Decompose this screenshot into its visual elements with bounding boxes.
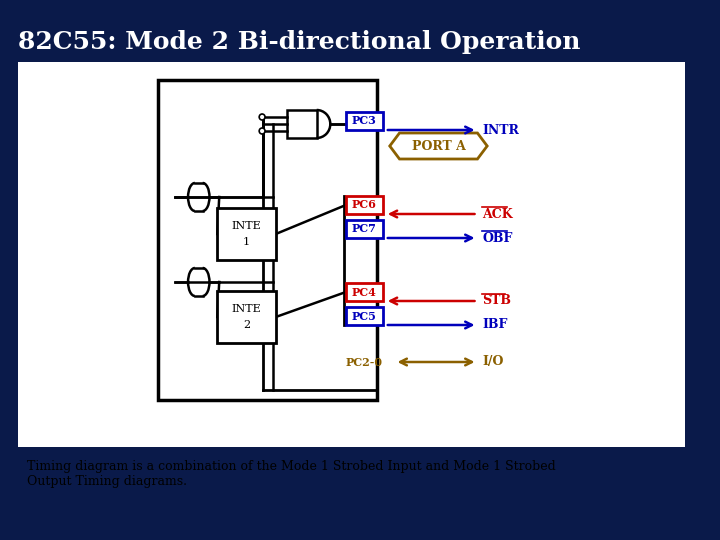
Text: I/O: I/O <box>482 355 504 368</box>
Text: STB: STB <box>482 294 511 307</box>
Bar <box>346 283 383 301</box>
Text: PORT A: PORT A <box>412 139 465 152</box>
Text: 1: 1 <box>243 237 250 247</box>
Text: PC3: PC3 <box>352 116 377 126</box>
Text: PC4: PC4 <box>352 287 377 298</box>
Text: OBF: OBF <box>482 232 513 245</box>
Text: INTR: INTR <box>482 124 519 137</box>
Text: ACK: ACK <box>482 207 513 220</box>
Circle shape <box>259 114 265 120</box>
Polygon shape <box>390 133 487 159</box>
Bar <box>158 80 377 400</box>
Bar <box>217 208 276 260</box>
Text: PC2-0: PC2-0 <box>346 356 383 368</box>
Bar <box>217 291 276 343</box>
Text: PC5: PC5 <box>352 310 377 321</box>
Text: 82C55: Mode 2 Bi-directional Operation: 82C55: Mode 2 Bi-directional Operation <box>17 30 580 54</box>
Text: INTE: INTE <box>232 221 261 231</box>
Bar <box>346 220 383 238</box>
Bar <box>17 62 685 447</box>
Bar <box>346 112 383 130</box>
Bar <box>346 307 383 325</box>
Text: PC7: PC7 <box>352 224 377 234</box>
Text: INTE: INTE <box>232 304 261 314</box>
Bar <box>287 110 317 138</box>
Text: PC6: PC6 <box>352 199 377 211</box>
Circle shape <box>259 128 265 134</box>
Text: Timing diagram is a combination of the Mode 1 Strobed Input and Mode 1 Strobed
O: Timing diagram is a combination of the M… <box>27 460 556 488</box>
Text: IBF: IBF <box>482 319 508 332</box>
Bar <box>346 196 383 214</box>
Text: 2: 2 <box>243 320 250 330</box>
